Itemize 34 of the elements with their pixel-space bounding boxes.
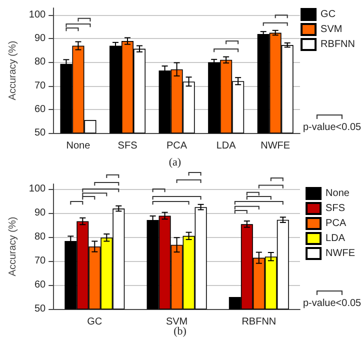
x-tick-label: SVM xyxy=(166,316,188,328)
y-tick-label: 100 xyxy=(28,183,46,194)
y-tick-label: 70 xyxy=(34,255,46,266)
x-tick-label: RBFNN xyxy=(242,316,276,328)
text: p-value<0.05 xyxy=(303,122,362,133)
legend-label: None xyxy=(326,188,350,199)
legend-label: PCA xyxy=(326,218,346,229)
x-tick-label: PCA xyxy=(166,140,188,152)
legend-label: SFS xyxy=(326,203,346,214)
legend-label: NWFE xyxy=(326,248,356,259)
text: (a) xyxy=(168,156,182,168)
legend-label: RBFNN xyxy=(320,39,356,50)
y-tick-label: 70 xyxy=(34,80,46,92)
y-tick-label: 50 xyxy=(34,128,46,138)
text: p-value<0.05 xyxy=(303,298,362,309)
x-tick-label: SFS xyxy=(118,140,138,152)
y-tick-label: 60 xyxy=(34,279,46,290)
y-tick-label: 50 xyxy=(34,304,46,314)
y-axis-title: Accuracy (%) xyxy=(8,216,18,276)
y-tick-label: 60 xyxy=(34,104,46,115)
legend-label: LDA xyxy=(326,233,346,244)
legend-label: SVM xyxy=(320,24,342,35)
x-tick-label: None xyxy=(66,140,91,152)
legend-label: GC xyxy=(320,9,336,20)
y-tick-label: 80 xyxy=(34,231,46,242)
text: (b) xyxy=(174,326,187,338)
x-tick-label: GC xyxy=(87,316,102,328)
y-tick-label: 80 xyxy=(34,56,46,68)
x-tick-label: LDA xyxy=(216,140,236,152)
y-tick-label: 100 xyxy=(28,10,46,21)
y-tick-label: 90 xyxy=(34,207,46,218)
y-tick-label: 90 xyxy=(34,33,46,44)
y-axis-title: Accuracy (%) xyxy=(8,40,18,100)
x-tick-label: NWFE xyxy=(260,140,290,152)
